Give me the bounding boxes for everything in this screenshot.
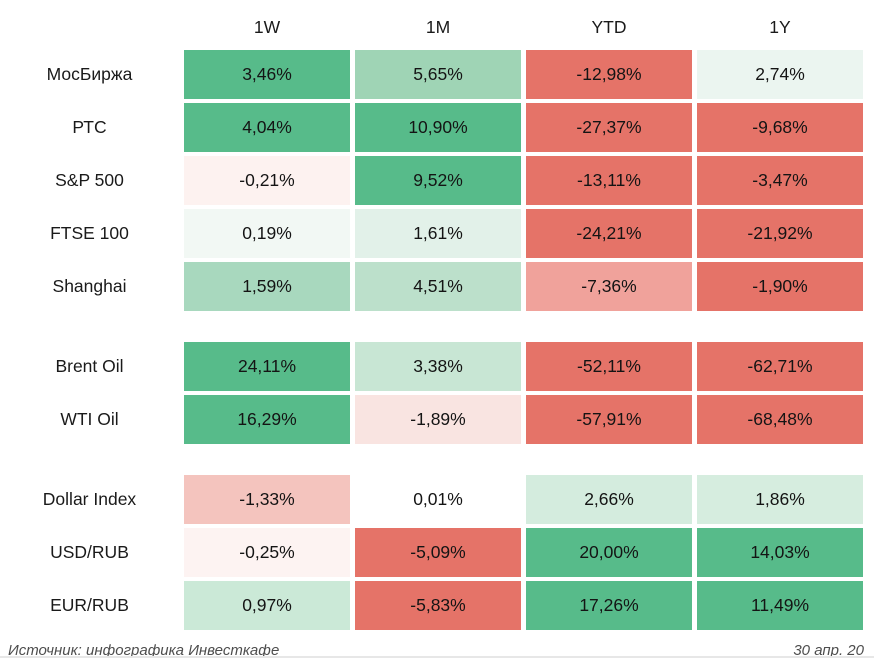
heatmap-cell: -13,11% [526,156,692,205]
column-header-1w: 1W [253,16,281,37]
performance-heatmap-table: 1W 1M YTD 1Y МосБиржа 3,46% 5,65% -12,98% 2,… [0,8,863,630]
row-label: S&P 500 [55,170,124,190]
row-label: Dollar Index [42,489,137,509]
row-label: WTI Oil [60,409,119,429]
heatmap-cell: 11,49% [697,581,863,630]
row-label: USD/RUB [50,542,129,562]
heatmap-cell: -68,48% [697,395,863,444]
heatmap-cell: 10,90% [355,103,521,152]
footer: Источник: инфографика Инвесткафе 30 апр.… [0,642,874,658]
bottom-divider [0,656,874,658]
heatmap-cell: 0,97% [184,581,350,630]
heatmap-cell: -12,98% [526,50,692,99]
table-corner-spacer [0,8,179,46]
heatmap-cell: 17,26% [526,581,692,630]
heatmap-cell: -5,83% [355,581,521,630]
heatmap-cell: 1,86% [697,475,863,524]
heatmap-cell: 16,29% [184,395,350,444]
heatmap-cell: -52,11% [526,342,692,391]
heatmap-cell: -3,47% [697,156,863,205]
heatmap-cell: 1,59% [184,262,350,311]
heatmap-cell: 24,11% [184,342,350,391]
column-header-1y: 1Y [769,16,791,37]
heatmap-cell: -1,90% [697,262,863,311]
heatmap-cell: -24,21% [526,209,692,258]
heatmap-cell: -57,91% [526,395,692,444]
column-header-ytd: YTD [591,16,627,37]
heatmap-cell: 14,03% [697,528,863,577]
heatmap-cell: -1,33% [184,475,350,524]
heatmap-cell: 4,04% [184,103,350,152]
heatmap-cell: -62,71% [697,342,863,391]
heatmap-cell: -27,37% [526,103,692,152]
row-label: EUR/RUB [50,595,129,615]
heatmap-cell: -5,09% [355,528,521,577]
row-label: МосБиржа [46,64,133,84]
heatmap-cell: 5,65% [355,50,521,99]
heatmap-cell: 0,19% [184,209,350,258]
heatmap-cell: -0,25% [184,528,350,577]
heatmap-cell: -9,68% [697,103,863,152]
column-header-1m: 1M [425,16,451,37]
heatmap-cell: 2,74% [697,50,863,99]
heatmap-cell: 2,66% [526,475,692,524]
heatmap-cell: 4,51% [355,262,521,311]
heatmap-cell: 3,38% [355,342,521,391]
heatmap-cell: 20,00% [526,528,692,577]
heatmap-cell: 0,01% [355,475,521,524]
report-date: 30 апр. 20 [793,642,864,658]
heatmap-cell: 1,61% [355,209,521,258]
heatmap-cell: 9,52% [355,156,521,205]
section-spacer [0,448,863,471]
source-credit: Источник: инфографика Инвесткафе [8,642,280,658]
row-label: FTSE 100 [50,223,129,243]
heatmap-cell: 3,46% [184,50,350,99]
row-label: Brent Oil [55,356,124,376]
heatmap-cell: -21,92% [697,209,863,258]
row-label: Shanghai [52,276,127,296]
heatmap-cell: -7,36% [526,262,692,311]
heatmap-cell: -1,89% [355,395,521,444]
section-spacer [0,315,863,338]
heatmap-cell: -0,21% [184,156,350,205]
row-label: РТС [72,117,107,137]
